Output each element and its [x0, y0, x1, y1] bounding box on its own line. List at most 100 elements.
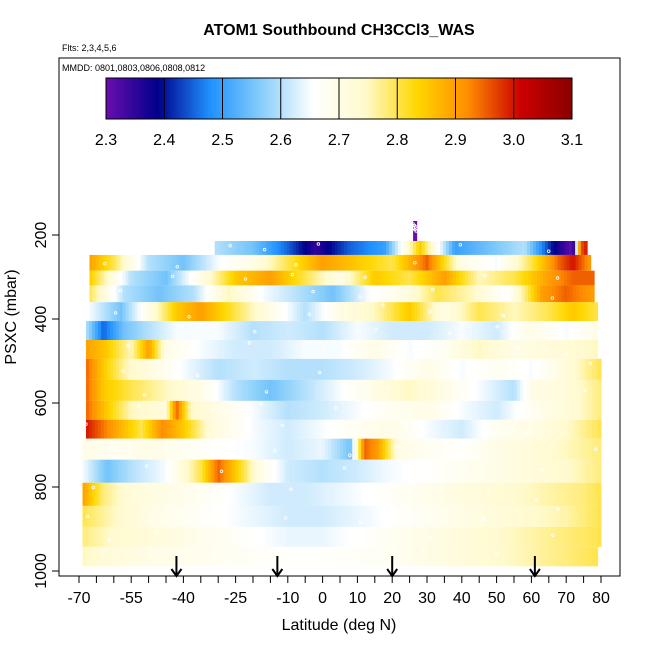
sample-dot	[175, 265, 179, 269]
heat-cell	[355, 358, 360, 380]
heat-cell	[250, 546, 254, 567]
heat-cell	[428, 270, 433, 286]
heat-cell	[112, 358, 117, 380]
heat-cell	[413, 270, 418, 286]
heat-cell	[167, 302, 172, 322]
heat-cell	[421, 526, 425, 547]
heat-cell	[254, 302, 259, 322]
heat-cell	[131, 270, 136, 286]
heat-cell	[433, 505, 437, 527]
heat-cell	[414, 302, 418, 322]
heat-cell	[301, 379, 306, 401]
heat-cell	[107, 270, 112, 286]
heat-cell	[85, 438, 90, 460]
heat-cell	[525, 302, 529, 322]
x-tick-label: 60	[523, 590, 541, 607]
heat-cell	[509, 270, 514, 286]
heat-cell	[337, 459, 341, 483]
heat-cell	[211, 400, 216, 420]
heat-cell	[431, 285, 436, 303]
heat-cell	[478, 400, 482, 420]
sample-dot	[118, 288, 123, 293]
heat-cell	[451, 379, 455, 401]
heat-cell	[221, 302, 226, 322]
sample-dot	[374, 327, 378, 331]
heat-cell	[434, 254, 439, 271]
heat-cell	[253, 438, 257, 460]
heat-cell	[481, 400, 485, 420]
heat-cell	[427, 379, 431, 401]
heat-cell	[498, 340, 503, 359]
heat-cell	[474, 302, 478, 322]
heat-cell	[92, 254, 97, 271]
heat-cell	[415, 358, 419, 380]
heat-cell	[245, 254, 250, 271]
heat-cell	[214, 505, 218, 527]
heat-cell	[209, 270, 214, 286]
heat-cell	[199, 526, 203, 547]
heat-cell	[598, 459, 602, 483]
heat-cell	[85, 340, 90, 359]
heat-cell	[239, 270, 244, 286]
heat-cell	[499, 505, 503, 527]
heat-cell	[338, 285, 343, 303]
heat-cell	[419, 270, 424, 286]
heat-cell	[136, 321, 141, 340]
heat-cell	[265, 400, 270, 420]
heat-cell	[569, 241, 573, 255]
y-tick-label: 200	[33, 222, 50, 249]
heat-cell	[298, 505, 302, 527]
heat-cell	[352, 340, 356, 359]
heat-cell	[158, 254, 163, 271]
heat-cell	[535, 482, 539, 506]
heat-cell	[418, 459, 422, 483]
heat-cell	[277, 526, 281, 547]
heat-cell	[490, 379, 494, 401]
heat-cell	[463, 482, 467, 506]
heat-cell	[142, 400, 147, 420]
heat-cell	[570, 270, 574, 286]
heat-cell	[517, 379, 521, 401]
heat-cell	[280, 340, 284, 359]
heat-cell	[214, 419, 219, 439]
heat-cell	[143, 254, 148, 271]
heat-cell	[227, 302, 232, 322]
heat-cell	[503, 254, 508, 271]
heat-cell	[265, 358, 270, 380]
heat-cell	[579, 270, 583, 286]
heat-cell	[481, 505, 485, 527]
heat-cell	[584, 241, 588, 255]
heat-cell	[459, 321, 464, 340]
heat-cell	[175, 358, 180, 380]
heat-cell	[229, 358, 234, 380]
heat-cell	[325, 340, 329, 359]
heat-cell	[202, 438, 206, 460]
heat-cell	[448, 379, 452, 401]
heat-cell	[459, 302, 463, 322]
heat-cell	[419, 285, 424, 303]
heat-cell	[456, 302, 460, 322]
heat-cell	[280, 526, 284, 547]
heat-cell	[178, 459, 182, 483]
heat-cell	[352, 400, 357, 420]
heat-cell	[325, 482, 329, 506]
heat-cell	[409, 419, 413, 439]
heat-cell	[445, 505, 449, 527]
heat-cell	[190, 459, 194, 483]
sample-dot	[413, 261, 417, 265]
heat-cell	[504, 302, 508, 322]
heat-cell	[259, 400, 264, 420]
x-tick-label: 40	[453, 590, 471, 607]
heat-cell	[373, 459, 377, 483]
heat-cell	[118, 526, 123, 547]
heat-cell	[85, 419, 90, 439]
heat-cell	[160, 419, 165, 439]
heat-cell	[340, 482, 344, 506]
heat-cell	[241, 379, 246, 401]
heat-cell	[519, 546, 524, 567]
heat-cell	[265, 438, 269, 460]
heat-cell	[116, 285, 121, 303]
heat-cell	[121, 419, 126, 439]
colorbar-frame	[105, 77, 573, 120]
